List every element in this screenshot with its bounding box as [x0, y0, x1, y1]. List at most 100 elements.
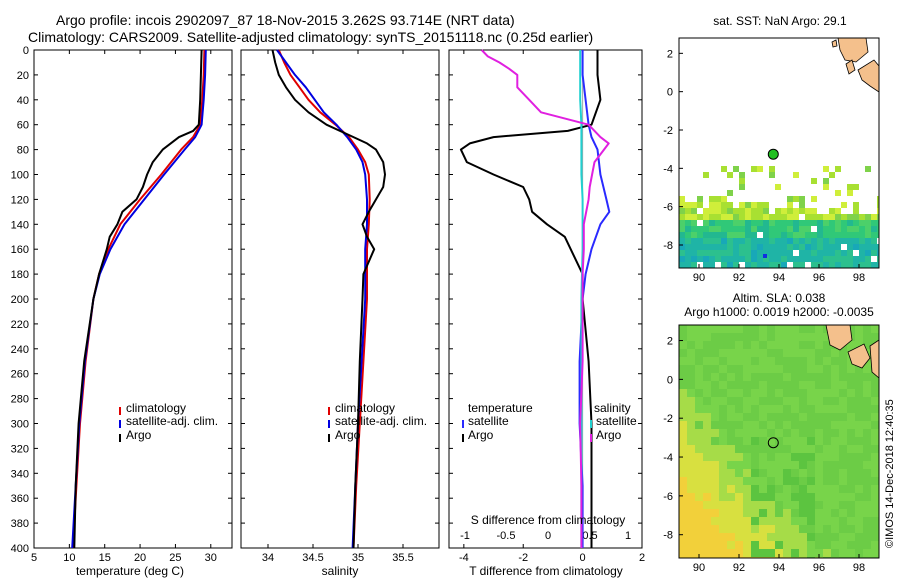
sst-cell — [721, 232, 727, 238]
sla-cell — [719, 365, 727, 373]
sla-cell — [711, 469, 719, 477]
sst-cell — [859, 226, 865, 232]
sla-cell — [855, 381, 863, 389]
sla-cell — [775, 445, 783, 453]
sst-cell — [835, 262, 841, 268]
sst-cell — [787, 220, 793, 226]
sst-cell — [685, 202, 691, 208]
sst-cell — [751, 166, 757, 172]
sla-cell — [815, 533, 823, 541]
sst-cell — [721, 214, 727, 220]
sla-cell — [727, 349, 735, 357]
sst-cell — [721, 166, 727, 172]
sst-cell — [865, 232, 871, 238]
sla-cell — [695, 365, 703, 373]
sst-cell — [751, 214, 757, 220]
sla-cell — [695, 453, 703, 461]
series-line-t-argo — [459, 50, 602, 548]
sla-cell — [791, 325, 799, 333]
sst-cell — [823, 244, 829, 250]
sst-cell — [679, 214, 685, 220]
sla-cell — [735, 485, 743, 493]
sst-cell — [751, 220, 757, 226]
depth-tick-label: 280 — [11, 394, 29, 406]
sla-cell — [863, 365, 871, 373]
sst-cell — [847, 262, 853, 268]
sst-cell — [835, 214, 841, 220]
sla-cell — [759, 445, 767, 453]
sst-cell — [745, 244, 751, 250]
sla-cell — [711, 429, 719, 437]
sst-cell — [763, 244, 769, 250]
sla-cell — [743, 421, 751, 429]
x-tick-label: 34 — [262, 552, 274, 564]
sla-cell — [775, 453, 783, 461]
sla-cell — [831, 389, 839, 397]
sst-cell — [775, 232, 781, 238]
difference-top-x-ticks: -1 -0.5 0 0.5 1 — [460, 530, 631, 542]
sla-cell — [711, 477, 719, 485]
sst-cell — [805, 226, 811, 232]
sla-cell — [751, 357, 759, 365]
sst-cell — [691, 220, 697, 226]
sla-cell — [839, 429, 847, 437]
salinity-lines — [271, 49, 386, 549]
sst-cell — [691, 208, 697, 214]
sst-cell — [757, 256, 763, 262]
sla-cell — [719, 429, 727, 437]
sla-cell — [783, 509, 791, 517]
sla-cell — [807, 445, 815, 453]
sla-cell — [743, 445, 751, 453]
sla-cell — [799, 349, 807, 357]
sla-cell — [711, 541, 719, 549]
legend-salinity-title: salinity — [594, 401, 631, 415]
sla-cell — [775, 461, 783, 469]
sla-cell — [847, 405, 855, 413]
sla-cell — [775, 333, 783, 341]
top-x-tick-label: -0.5 — [497, 530, 516, 542]
sst-cell — [829, 244, 835, 250]
sla-cell — [751, 405, 759, 413]
sla-cell — [711, 397, 719, 405]
sst-cell — [841, 232, 847, 238]
sla-cell — [751, 461, 759, 469]
sla-cell — [799, 549, 807, 557]
sla-cell — [831, 437, 839, 445]
sla-cell — [695, 493, 703, 501]
sla-cell — [719, 493, 727, 501]
sla-cell — [847, 517, 855, 525]
sla-cell — [719, 461, 727, 469]
sla-cell — [831, 357, 839, 365]
sst-cell — [817, 244, 823, 250]
sla-cell — [871, 325, 879, 333]
series-line-s-satellite — [579, 50, 584, 548]
sst-cell — [853, 238, 859, 244]
sst-cell — [817, 238, 823, 244]
sst-cell — [691, 262, 697, 268]
sla-cell — [783, 493, 791, 501]
sla-cell — [759, 421, 767, 429]
sla-cell — [863, 533, 871, 541]
sla-cell — [751, 325, 759, 333]
sla-cell — [815, 469, 823, 477]
sla-cell — [791, 429, 799, 437]
sla-cell — [679, 485, 687, 493]
sla-cell — [783, 477, 791, 485]
sla-cell — [727, 445, 735, 453]
sst-cell — [685, 232, 691, 238]
sst-cell — [685, 220, 691, 226]
sst-cell — [865, 262, 871, 268]
sst-cell — [733, 166, 739, 172]
sla-cell — [703, 349, 711, 357]
sla-cell — [799, 453, 807, 461]
sla-cell — [839, 549, 847, 557]
sst-cell — [877, 244, 879, 250]
sla-cell — [743, 453, 751, 461]
sst-cell — [823, 220, 829, 226]
sla-cell — [855, 429, 863, 437]
sst-cell — [853, 184, 859, 190]
sla-cell — [735, 333, 743, 341]
sst-cell — [859, 214, 865, 220]
sla-cell — [695, 397, 703, 405]
sst-cell — [787, 202, 793, 208]
